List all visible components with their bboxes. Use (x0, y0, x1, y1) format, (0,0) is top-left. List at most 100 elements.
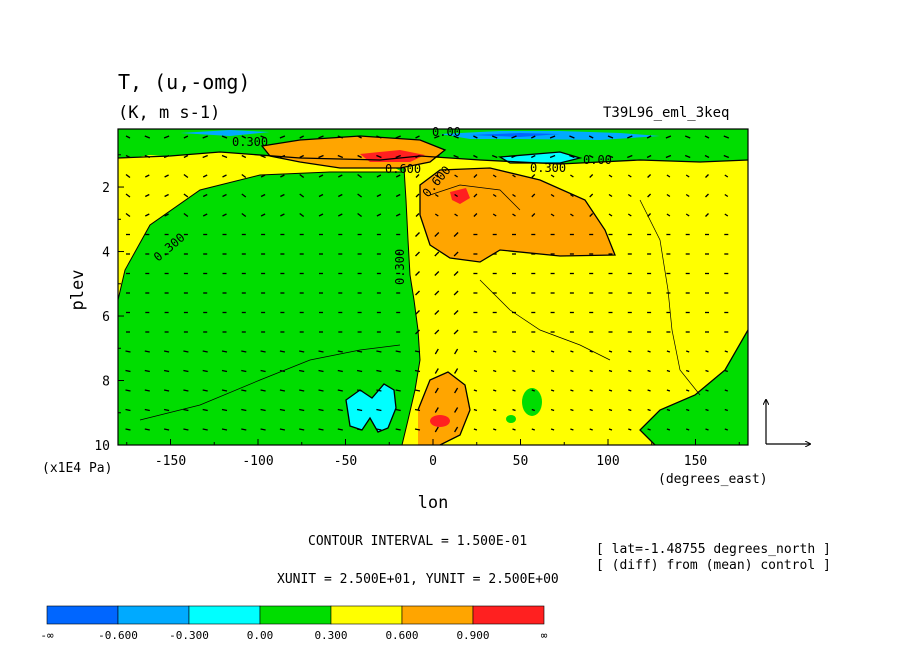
wind-vector (434, 348, 439, 355)
colorbar-label: -0.600 (98, 629, 138, 642)
wind-vector (318, 428, 324, 431)
colorbar-swatch (401, 605, 474, 625)
region-positive-900-east (450, 188, 470, 204)
wind-vector (415, 251, 420, 257)
wind-vector (202, 408, 208, 412)
wind-vector (434, 426, 439, 433)
wind-vector (512, 213, 516, 217)
wind-vector (376, 389, 382, 392)
wind-vector (434, 290, 440, 296)
wind-vector (569, 135, 575, 139)
wind-vector (454, 426, 459, 433)
x-tick-label: -150 (155, 454, 186, 469)
wind-vector (337, 135, 344, 139)
wind-vector (202, 428, 208, 431)
wind-vector (628, 369, 632, 373)
colorbar-swatch (188, 605, 261, 625)
wind-vector (183, 428, 189, 431)
wind-vector (415, 135, 420, 139)
wind-vector (724, 213, 729, 217)
wind-vector (280, 174, 285, 178)
wind-vector (627, 154, 633, 159)
wind-vector (183, 173, 189, 179)
wind-vector (666, 389, 671, 392)
x-tick-label: 50 (513, 454, 529, 469)
contour-label: 0.300 (393, 249, 407, 285)
wind-vector (395, 135, 401, 139)
wind-vector (647, 369, 651, 373)
wind-vector (337, 428, 343, 431)
wind-vector (144, 408, 150, 412)
wind-vector (318, 154, 324, 159)
wind-vector (705, 350, 709, 353)
wind-vector (531, 135, 536, 139)
region-positive-900-upper (360, 150, 425, 162)
wind-vector (183, 408, 189, 412)
wind-vector (299, 135, 304, 139)
wind-vector (549, 154, 556, 159)
wind-vector (260, 135, 266, 139)
wind-vector (376, 408, 382, 412)
contour-line-11 (118, 151, 748, 165)
wind-vector (570, 174, 574, 178)
wind-vector (163, 350, 170, 353)
wind-vector (531, 154, 536, 159)
wind-vector (531, 213, 536, 217)
wind-vector (376, 213, 382, 217)
wind-vector (684, 154, 691, 159)
wind-vector (202, 350, 208, 353)
wind-vector (647, 428, 651, 431)
contour-line-1 (118, 171, 402, 301)
wind-vector (395, 193, 401, 198)
wind-vector (163, 408, 170, 412)
wind-vector (260, 193, 266, 198)
wind-vector (627, 174, 632, 178)
y-axis-label: plev (68, 270, 88, 311)
wind-vector (570, 389, 574, 392)
contour-line-7 (639, 329, 748, 445)
wind-vector (570, 428, 574, 431)
wind-vector (434, 329, 440, 335)
wind-vector (279, 408, 286, 412)
wind-vector (280, 213, 285, 217)
wind-vector (473, 135, 478, 139)
wind-vector (473, 369, 478, 373)
wind-vector (241, 428, 247, 431)
wind-vector (183, 350, 189, 353)
colorbar-label: 0.600 (385, 629, 418, 642)
x-axis-label: lon (418, 493, 449, 513)
wind-vector (492, 389, 497, 392)
wind-vector (222, 193, 227, 198)
x-tick-label: 0 (429, 454, 437, 469)
wind-vector (550, 174, 555, 178)
wind-vector (666, 428, 671, 431)
wind-vector (473, 174, 478, 178)
wind-vector (125, 408, 131, 412)
wind-vector (608, 193, 613, 198)
wind-vector (511, 154, 517, 159)
wind-vector (492, 369, 497, 373)
wind-vector (356, 428, 363, 431)
wind-vector (608, 389, 613, 392)
contour-interval-text: CONTOUR INTERVAL = 1.500E-01 (308, 534, 528, 549)
wind-vector (144, 389, 150, 392)
wind-vector (145, 174, 150, 178)
contour-label: 0.300 (530, 161, 566, 175)
wind-vector (589, 213, 594, 217)
wind-vector (647, 350, 651, 353)
wind-vector (241, 154, 247, 159)
wind-vector (357, 154, 362, 159)
wind-vector (666, 193, 671, 198)
wind-vector (453, 329, 459, 335)
wind-vector (164, 193, 169, 198)
wind-vector (376, 369, 382, 373)
wind-vector (318, 408, 324, 412)
wind-vector (589, 350, 593, 353)
wind-vector (183, 369, 189, 373)
wind-vector (163, 369, 170, 373)
wind-vector (337, 369, 343, 373)
wind-vector (376, 350, 382, 353)
wind-vector (376, 174, 382, 178)
region-positive-900-lower (430, 415, 450, 427)
x-tick-label: -100 (242, 454, 273, 469)
